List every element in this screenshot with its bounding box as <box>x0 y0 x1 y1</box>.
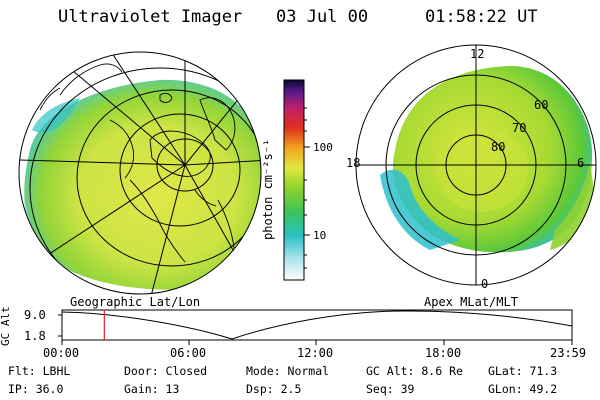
aurora-emission-left <box>24 79 261 290</box>
apex-map-label: Apex MLat/MLT <box>424 295 518 309</box>
geographic-map <box>18 51 262 295</box>
altitude-xtick: 06:00 <box>170 346 207 360</box>
mlat-label-70: 70 <box>512 121 527 135</box>
colorbar <box>283 79 310 281</box>
mlt-label-12: 12 <box>470 47 485 61</box>
mlt-label-0: 0 <box>481 277 489 291</box>
date-readout: 03 Jul 00 <box>276 7 369 27</box>
altitude-plot <box>58 309 573 345</box>
altitude-ylabel: GC Alt <box>0 306 12 346</box>
altitude-xtick: 18:00 <box>425 346 462 360</box>
altitude-xtick: 23:59 <box>550 346 587 360</box>
altitude-ytick-high: 9.0 <box>24 308 46 322</box>
seq-readout: Seq: 39 <box>366 382 415 396</box>
altitude-ytick-low: 1.8 <box>24 329 46 343</box>
mlat-label-60: 60 <box>534 98 549 112</box>
time-readout: 01:58:22 UT <box>425 7 538 27</box>
altitude-xtick: 12:00 <box>297 346 334 360</box>
colorbar-tick-100: 100 <box>313 141 333 154</box>
mlat-label-80: 80 <box>491 140 506 154</box>
mode-readout: Mode: Normal <box>246 364 330 378</box>
geographic-map-label: Geographic Lat/Lon <box>70 295 201 309</box>
filter-readout: Flt: LBHL <box>8 364 71 378</box>
dsp-readout: Dsp: 2.5 <box>246 382 302 396</box>
ip-readout: IP: 36.0 <box>8 382 64 396</box>
colorbar-tick-10: 10 <box>313 229 327 242</box>
door-readout: Door: Closed <box>124 364 208 378</box>
glat-readout: GLat: 71.3 <box>488 364 558 378</box>
mlt-label-18: 18 <box>346 156 361 170</box>
gc-alt-readout: GC Alt: 8.6 Re <box>366 364 463 378</box>
apex-polar-plot <box>355 44 597 286</box>
gain-readout: Gain: 13 <box>124 382 180 396</box>
altitude-xtick: 00:00 <box>43 346 80 360</box>
app-title: Ultraviolet Imager <box>58 7 243 27</box>
glon-readout: GLon: 49.2 <box>488 382 558 396</box>
colorbar-unit-label: photon cm⁻²s⁻¹ <box>261 138 275 240</box>
altitude-curve <box>61 310 573 340</box>
mlt-label-6: 6 <box>577 156 585 170</box>
